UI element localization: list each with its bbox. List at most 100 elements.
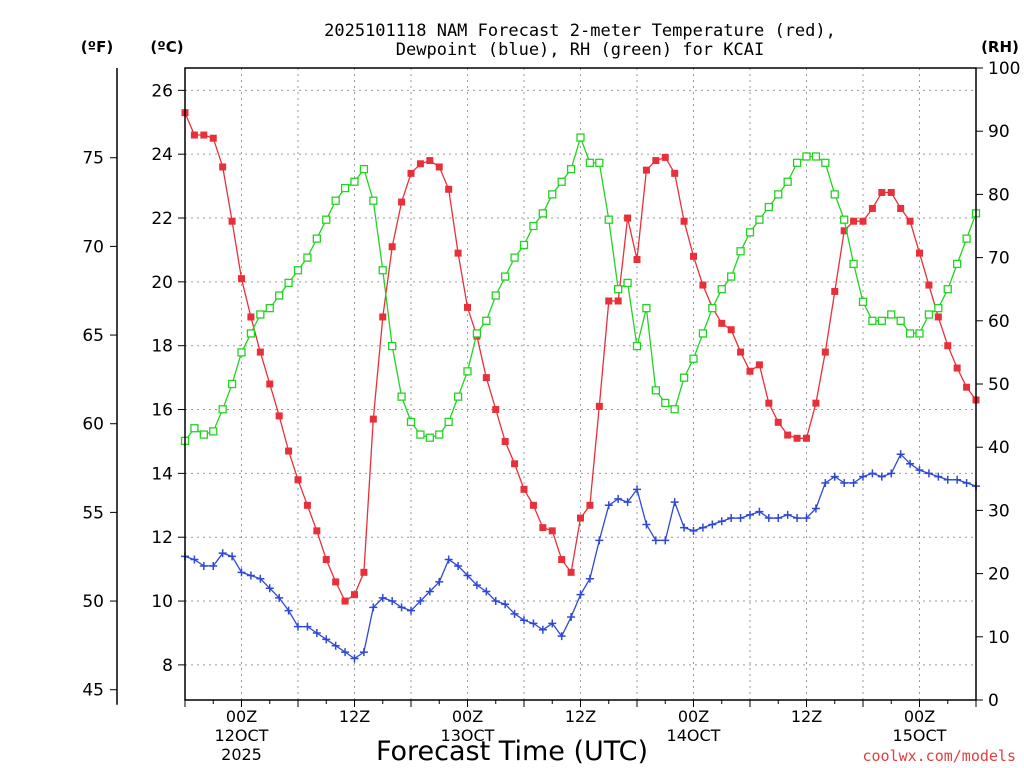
temperature-point	[831, 287, 839, 295]
dewpoint-point	[341, 648, 350, 657]
temperature-point	[671, 169, 679, 177]
rh-point	[698, 329, 708, 338]
temperature-point	[661, 153, 669, 161]
dewpoint-point	[821, 478, 830, 487]
temperature-point	[934, 313, 942, 321]
dewpoint-point	[538, 625, 547, 634]
fahrenheit-tick-label: 55	[82, 503, 104, 523]
dewpoint-point	[764, 514, 773, 523]
temperature-point	[614, 297, 622, 305]
dewpoint-point	[670, 498, 679, 507]
temperature-point	[803, 434, 810, 442]
rh-tick-label: 40	[988, 438, 1010, 458]
temperature-point	[492, 406, 500, 414]
temperature-point	[388, 243, 396, 251]
temperature-point	[605, 297, 613, 305]
temperature-point	[501, 437, 509, 445]
temperature-point	[737, 348, 745, 356]
rh-point	[501, 272, 510, 281]
rh-point	[425, 433, 434, 442]
fahrenheit-tick-label: 45	[82, 681, 104, 701]
rh-point	[736, 247, 745, 256]
temperature-point	[379, 313, 387, 321]
watermark: coolwx.com/models	[862, 747, 1016, 765]
rh-point	[783, 177, 792, 186]
temperature-point	[765, 399, 773, 407]
temperature-point	[577, 514, 584, 522]
dewpoint-point	[934, 472, 943, 481]
dewpoint-point	[322, 635, 331, 644]
temperature-point	[633, 256, 641, 264]
temperature-point	[332, 578, 340, 586]
rh-point	[792, 158, 802, 167]
dewpoint-point	[557, 632, 566, 641]
fahrenheit-tick-label: 75	[82, 149, 104, 169]
celsius-tick-label: 20	[151, 273, 173, 293]
fahrenheit-unit-label: (ºF)	[81, 38, 113, 56]
time-tick-label-hour: 12Z	[791, 707, 822, 726]
chart-title-line1: 2025101118 NAM Forecast 2-meter Temperat…	[324, 21, 836, 41]
temperature-point	[652, 157, 660, 165]
rh-point	[237, 348, 246, 357]
dewpoint-point	[943, 475, 952, 484]
dewpoint-point	[284, 606, 293, 615]
dewpoint-point	[802, 514, 811, 523]
dewpoint-point	[953, 475, 962, 484]
dewpoint-point	[906, 459, 915, 468]
dewpoint-point	[237, 568, 246, 577]
dewpoint-point	[567, 613, 576, 622]
rh-point	[350, 177, 359, 186]
time-tick-label-hour: 00Z	[678, 707, 709, 726]
rh-point	[529, 221, 538, 231]
chart-title-line2: Dewpoint (blue), RH (green) for KCAI	[396, 40, 764, 60]
temperature-point	[567, 568, 575, 576]
time-tick-label-date: 13OCT	[441, 726, 495, 745]
fahrenheit-axis: 45 50 55 60 65 70 75	[82, 68, 118, 705]
temperature-point	[595, 402, 603, 410]
temperature-point	[275, 412, 283, 420]
rh-point	[538, 209, 547, 218]
dewpoint-point	[369, 603, 378, 612]
rh-point	[322, 215, 331, 224]
rh-point	[209, 427, 218, 436]
temperature-point	[520, 485, 528, 493]
dewpoint-point	[746, 510, 754, 519]
gridlines	[185, 68, 976, 700]
temperature-point	[586, 501, 594, 509]
rh-point	[774, 190, 783, 199]
temperature-point	[812, 399, 820, 407]
celsius-tick-label: 24	[151, 145, 173, 165]
celsius-tick-label: 8	[162, 656, 173, 676]
dewpoint-point	[454, 561, 463, 570]
temperature-point	[464, 303, 471, 311]
fahrenheit-tick-label: 65	[82, 326, 104, 346]
temperature-point	[454, 249, 462, 257]
rh-tick-label: 90	[988, 122, 1010, 142]
rh-point	[548, 190, 557, 199]
celsius-tick-label: 14	[151, 464, 173, 484]
dewpoint-point	[520, 616, 528, 625]
temperature-point	[398, 198, 406, 206]
rh-point	[670, 405, 679, 414]
temperature-point	[285, 447, 293, 455]
temperature-point	[200, 131, 208, 139]
dewpoint-point	[312, 628, 321, 637]
dewpoint-point	[727, 514, 736, 523]
rh-point	[472, 329, 482, 338]
rh-tick-label: 70	[988, 249, 1010, 269]
temperature-point	[690, 252, 697, 260]
rh-point	[614, 285, 623, 294]
rh-point	[576, 133, 585, 142]
rh-point	[312, 234, 321, 243]
time-tick-label-date: 15OCT	[893, 726, 947, 745]
temperature-point	[238, 275, 245, 283]
celsius-tick-label: 26	[151, 81, 173, 101]
temperature-point	[963, 383, 971, 391]
dewpoint-point	[359, 648, 368, 657]
x-axis-label: Forecast Time (UTC)	[376, 736, 648, 767]
dewpoint-point	[444, 555, 453, 564]
fahrenheit-tick-label: 60	[82, 415, 104, 435]
rh-point	[557, 177, 566, 186]
rh-point	[887, 310, 896, 319]
